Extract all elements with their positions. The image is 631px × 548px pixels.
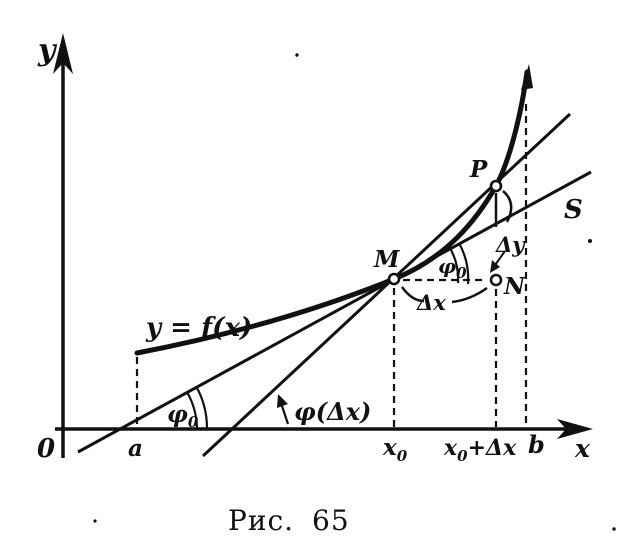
point-s-label: S — [564, 195, 583, 225]
figure-caption-word: Рис. — [228, 504, 294, 537]
figure-caption: Рис. 65 — [228, 504, 350, 537]
delta-x-right-leader — [451, 286, 488, 304]
print-speck — [295, 53, 299, 57]
phi-dx-pointer — [279, 402, 290, 425]
function-curve — [134, 69, 530, 356]
phi0-axis-label: φ0 — [167, 401, 199, 431]
print-speck — [420, 262, 424, 266]
phi0-m-sub: 0 — [456, 264, 467, 282]
phi-dx-label: φ(Δx) — [294, 397, 371, 426]
tangent-line — [77, 170, 592, 454]
phi0-m-label: φ0 — [438, 254, 467, 282]
y-axis-arrowhead-icon — [53, 33, 73, 74]
delta-y-upper-leader — [502, 190, 513, 223]
tick-x0dx-rest: +Δx — [468, 435, 518, 461]
point-p-marker — [489, 179, 503, 193]
phi-dx-arrowhead-icon — [277, 394, 288, 408]
point-n-marker — [489, 273, 503, 287]
tick-x0-base: x — [382, 434, 397, 461]
phi0-axis-arc-inner — [186, 391, 199, 429]
x-axis-arrowhead-icon — [557, 419, 593, 439]
curve-tip-icon — [521, 64, 533, 90]
phi0-axis-arc-outer — [195, 385, 209, 429]
print-speck — [612, 527, 616, 531]
delta-x-left-leader — [400, 286, 425, 303]
tick-x0-label: x0 — [382, 434, 408, 465]
point-p-label: P — [469, 156, 488, 183]
phi0-m-base: φ — [438, 254, 456, 278]
origin-label: 0 — [37, 434, 55, 464]
secant-line — [201, 112, 572, 458]
print-speck — [93, 519, 97, 523]
print-speck — [588, 239, 592, 243]
delta-y-label: Δy — [495, 232, 526, 257]
phi0-m-arc-inner — [449, 247, 460, 284]
figure-caption-number: 65 — [312, 504, 350, 537]
tick-x0dx-sub: 0 — [457, 447, 468, 465]
delta-x-label: Δx — [416, 290, 446, 315]
y-axis-label: y — [37, 33, 58, 68]
delta-y-arrowhead-icon — [490, 260, 500, 273]
phi0-axis-base: φ — [167, 401, 188, 428]
curve-equation-label: y = f(x) — [145, 313, 252, 343]
tick-b-label: b — [528, 430, 545, 459]
x-axis-label: x — [574, 434, 591, 463]
phi0-axis-sub: 0 — [188, 413, 199, 431]
tick-x0dx-base: x — [443, 435, 458, 461]
point-n-label: N — [503, 273, 526, 300]
tick-x0-sub: 0 — [397, 447, 408, 465]
tick-x0-plus-dx-label: x0+Δx — [443, 435, 517, 465]
point-m-label: M — [373, 246, 401, 273]
point-m-marker — [387, 272, 401, 286]
phi0-m-arc-outer — [458, 242, 470, 285]
tick-a-label: a — [128, 435, 143, 462]
